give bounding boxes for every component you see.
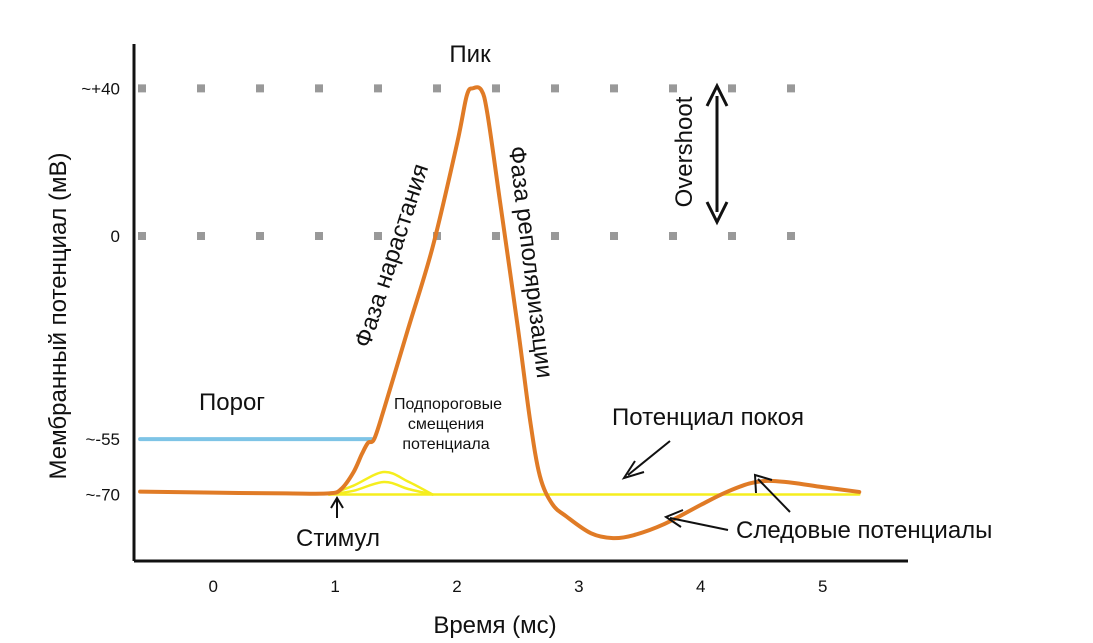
threshold-label: Порог [199,389,265,416]
subthreshold-label-line2: смещения [408,416,484,433]
x-tick-label: 2 [452,577,461,596]
rising-phase-label: Фаза нарастания [349,161,434,351]
subthreshold-label-line1: Подпороговые [394,396,502,413]
series-subthreshold [327,470,434,496]
afterpotential-arrow-lower [663,509,729,531]
series-subthreshold [327,480,434,496]
stimulus-label: Стимул [296,525,380,552]
x-axis-title: Время (мс) [433,612,556,639]
y-tick-label: ~-70 [86,486,121,505]
overshoot-arrow [705,82,729,226]
afterpotential-arrow-upper [753,473,791,513]
resting-potential-label: Потенциал покоя [612,404,804,431]
x-tick-label: 4 [696,577,705,596]
resting-potential-arrow [621,440,671,480]
x-tick-label: 1 [330,577,339,596]
y-tick-label: 0 [111,227,120,246]
overshoot-label: Overshoot [671,96,698,207]
y-tick-label: ~-55 [86,430,121,449]
y-tick-labels: ~+40 0 ~-55 ~-70 [81,79,120,504]
y-axis-title: Мембранный потенциал (мВ) [45,153,72,480]
afterpotentials-label: Следовые потенциалы [736,517,992,544]
stimulus-arrow [330,496,344,518]
series-layer [138,85,862,541]
y-tick-label: ~+40 [81,79,120,98]
x-tick-labels: 0 1 2 3 4 5 [208,577,827,596]
peak-label: Пик [449,41,491,68]
x-tick-label: 5 [818,577,827,596]
subthreshold-label-line3: потенциала [402,436,489,453]
x-tick-label: 0 [208,577,217,596]
repolarization-phase-label: Фаза реполяризации [503,145,558,380]
series-action-potential [138,85,862,541]
x-tick-label: 3 [574,577,583,596]
